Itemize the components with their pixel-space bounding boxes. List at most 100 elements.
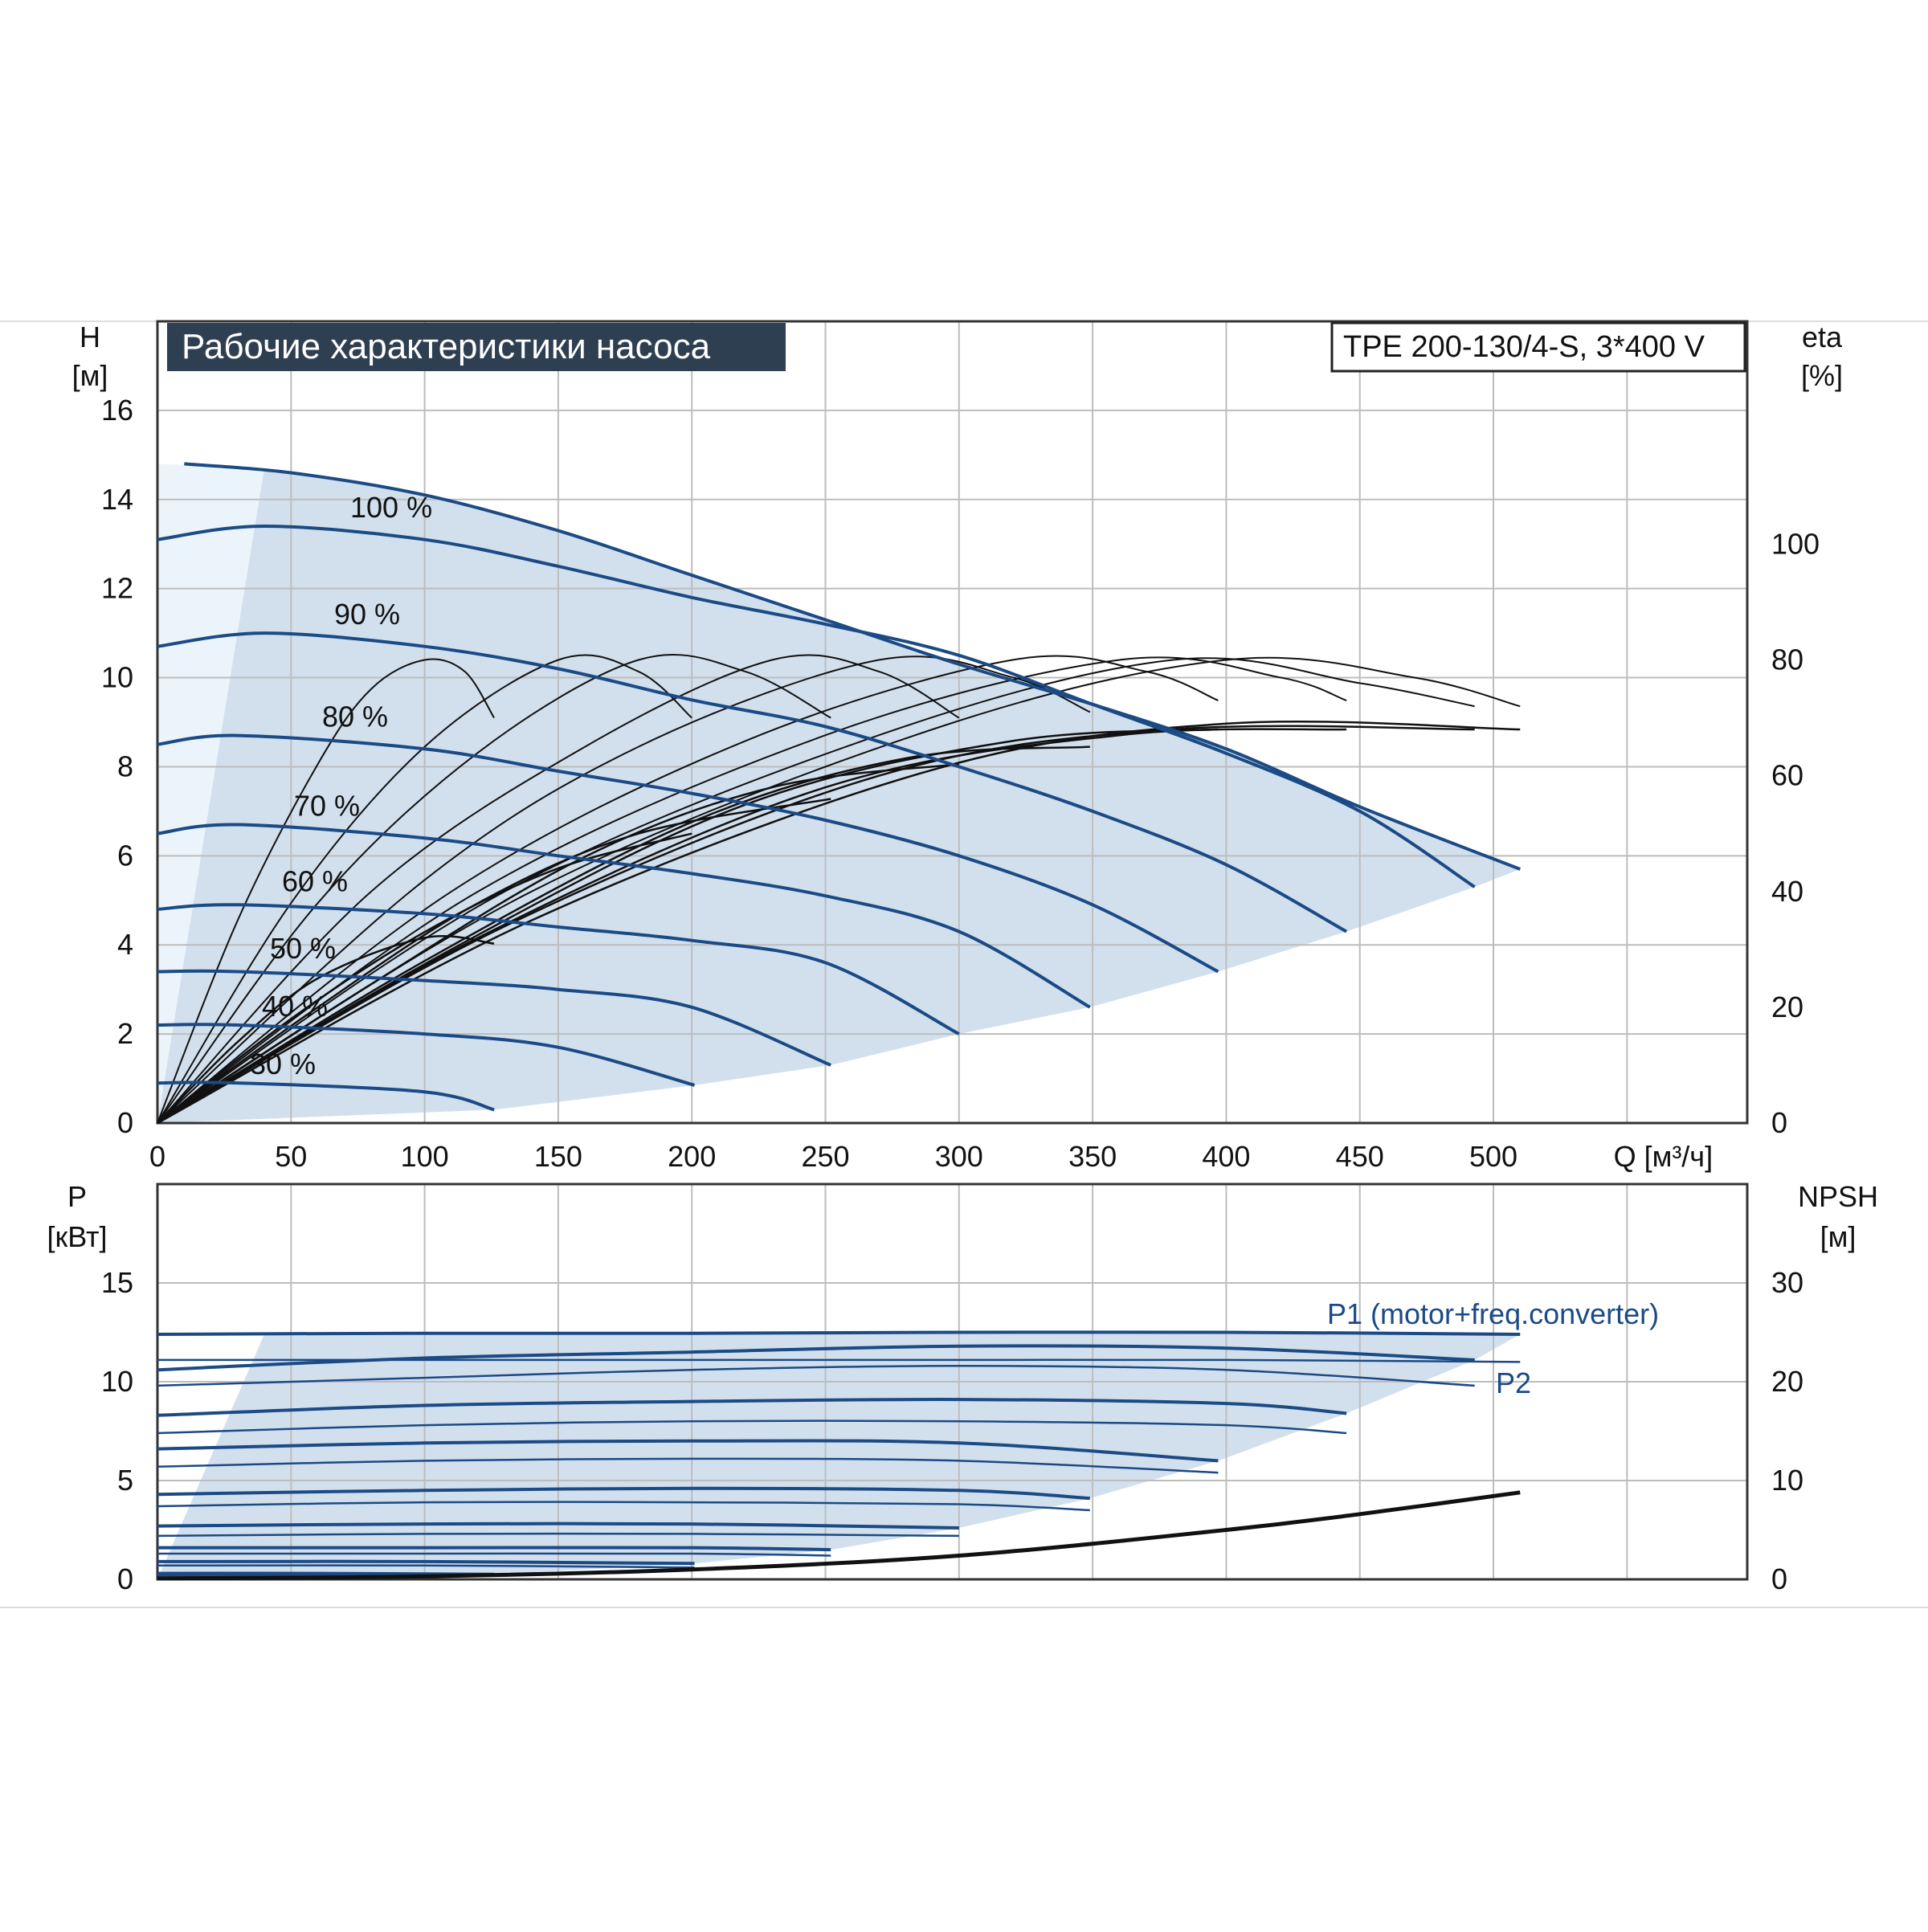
head-curve-1	[157, 524, 1476, 888]
head-curve-5	[157, 903, 960, 1035]
p1-curve-4	[157, 1486, 1090, 1501]
p1-curve-5	[157, 1522, 959, 1530]
y-tick-label: 10	[101, 661, 133, 694]
operating-area	[157, 464, 1521, 1123]
p2-curve-5	[157, 1532, 959, 1538]
p1-curve-6	[157, 1546, 831, 1552]
p1-curve-2	[157, 1398, 1347, 1417]
x-tick-label: 0	[149, 1140, 165, 1173]
y2-tick-label: 0	[1771, 1106, 1787, 1139]
y2-axis-label: eta	[1802, 321, 1843, 353]
title-box	[167, 323, 786, 371]
npsh-tick-label: 20	[1771, 1365, 1803, 1398]
eta-curve-8	[157, 656, 1521, 1124]
head-curve-4	[157, 823, 1091, 1009]
p2-label: P2	[1496, 1366, 1531, 1399]
model-label: TPE 200-130/4-S, 3*400 V	[1343, 330, 1705, 364]
head-curve-7	[157, 1023, 696, 1087]
p2-curve-7	[157, 1564, 695, 1569]
x-tick-label: 400	[1202, 1140, 1250, 1173]
power-area	[157, 1332, 1521, 1579]
eta-curve-2	[157, 653, 831, 1124]
npsh-curve	[157, 1490, 1521, 1581]
speed-label-0: 100 %	[350, 491, 432, 524]
plot-border-top	[156, 320, 1749, 1125]
npsh-axis-unit: [м]	[1820, 1220, 1857, 1253]
y2-axis-unit: [%]	[1801, 359, 1843, 392]
y-axis-unit: [м]	[72, 359, 108, 392]
p-tick-label: 0	[117, 1562, 133, 1595]
y-tick-label: 8	[117, 750, 133, 782]
eta2-curve-1	[157, 832, 692, 1124]
y-tick-label: 14	[101, 483, 133, 516]
chart-title: Рабочие характеристики насоса	[182, 327, 711, 366]
model-box	[1330, 321, 1746, 373]
npsh-tick-label: 30	[1771, 1266, 1803, 1299]
x-tick-label: 500	[1469, 1140, 1517, 1173]
y2-tick-label: 100	[1771, 527, 1820, 560]
y-tick-label: 12	[101, 572, 133, 605]
x-tick-label: 350	[1068, 1140, 1117, 1173]
head-curve-8	[157, 1080, 495, 1112]
y-axis-label: H	[80, 321, 100, 353]
y-tick-label: 6	[117, 839, 133, 872]
p2-curve-6	[157, 1552, 831, 1557]
eta2-curve-2	[157, 798, 831, 1125]
eta-curve-5	[157, 655, 1219, 1124]
head-curve-0	[184, 462, 1522, 871]
p-axis-label: P	[67, 1180, 87, 1213]
p2-curve-3	[157, 1457, 1219, 1474]
eta-curve-4	[157, 656, 1091, 1124]
speed-label-6: 40 %	[262, 990, 328, 1023]
npsh-tick-label: 0	[1771, 1562, 1787, 1595]
y2-tick-label: 60	[1771, 759, 1803, 792]
npsh-tick-label: 10	[1771, 1464, 1803, 1497]
head-curve-2	[157, 631, 1348, 933]
p1-label: P1 (motor+freq.converter)	[1327, 1297, 1659, 1330]
low-flow-region	[157, 464, 265, 1123]
p-axis-unit: [кВт]	[47, 1220, 107, 1253]
p2-curve-1	[157, 1365, 1475, 1387]
eta2-curve-0	[157, 935, 495, 1124]
x-axis-label: Q [м³/ч]	[1614, 1140, 1714, 1173]
p1-curve-7	[157, 1559, 695, 1566]
head-curve-6	[157, 969, 831, 1067]
plot-border-bottom	[156, 1182, 1749, 1581]
p1-curve-3	[157, 1439, 1219, 1463]
y-tick-label: 16	[101, 394, 133, 427]
y2-tick-label: 20	[1771, 991, 1803, 1023]
speed-label-3: 70 %	[294, 789, 360, 822]
speed-label-4: 60 %	[282, 865, 348, 898]
speed-label-1: 90 %	[334, 598, 400, 631]
y-tick-label: 2	[117, 1017, 133, 1050]
head-curve-3	[157, 733, 1219, 974]
x-tick-label: 150	[534, 1140, 582, 1173]
p-tick-label: 10	[101, 1365, 133, 1398]
eta-curve-3	[157, 654, 960, 1124]
eta-curve-0	[157, 658, 495, 1124]
speed-label-7: 30 %	[250, 1048, 316, 1080]
x-tick-label: 50	[275, 1140, 307, 1173]
y-tick-label: 4	[117, 928, 133, 961]
npsh-axis-label: NPSH	[1798, 1180, 1878, 1213]
x-tick-label: 300	[935, 1140, 983, 1173]
y-tick-label: 0	[117, 1106, 133, 1139]
eta-curve-7	[157, 657, 1475, 1124]
p1-curve-0	[157, 1330, 1521, 1336]
eta2-curve-7	[157, 725, 1475, 1125]
x-tick-label: 250	[801, 1140, 849, 1173]
eta2-curve-8	[157, 720, 1521, 1125]
x-tick-label: 200	[668, 1140, 716, 1173]
y2-tick-label: 40	[1771, 875, 1803, 908]
x-tick-label: 100	[401, 1140, 449, 1173]
p-tick-label: 5	[117, 1464, 133, 1497]
p-tick-label: 15	[101, 1266, 133, 1299]
p1-curve-1	[157, 1344, 1475, 1372]
p2-curve-2	[157, 1419, 1347, 1435]
y2-tick-label: 80	[1771, 643, 1803, 676]
p2-curve-4	[157, 1501, 1090, 1512]
speed-label-2: 80 %	[322, 701, 388, 733]
x-tick-label: 450	[1336, 1140, 1384, 1173]
